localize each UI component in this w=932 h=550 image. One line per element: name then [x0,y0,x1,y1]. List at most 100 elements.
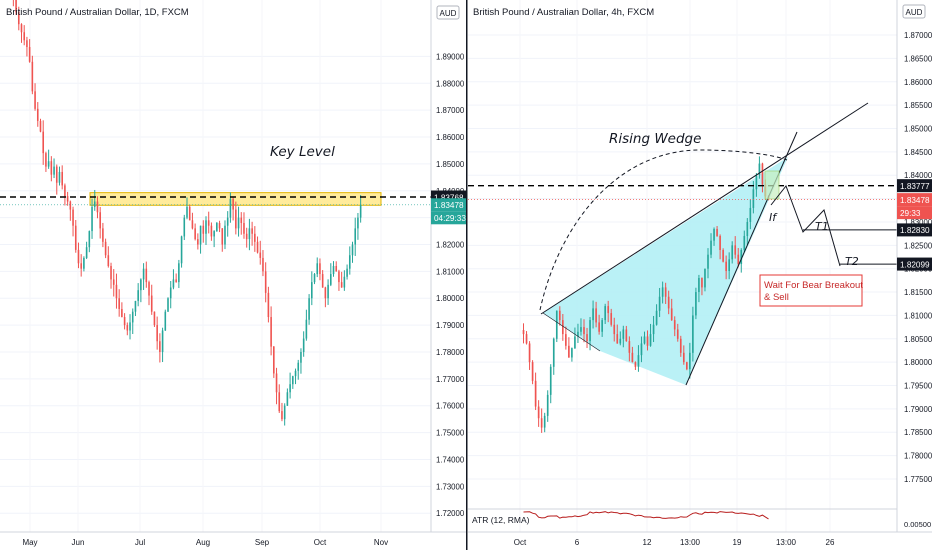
right-y-tick: 1.77500 [904,475,932,484]
right-currency-badge[interactable] [902,4,926,19]
candle-body [148,282,150,296]
candle-body [300,351,302,363]
candle-body [313,274,316,283]
candle-body [292,376,294,385]
candle-body [574,336,576,349]
candle-body [28,47,31,62]
candle-body [99,212,101,229]
price-tag-bg [897,223,932,237]
candle-body [83,257,85,269]
candle-body [676,329,679,339]
price-tag[interactable]: 1.83777 [897,179,932,193]
candle-body [761,163,764,185]
candle-body [689,352,691,370]
candle-body [53,166,55,175]
candle-body [324,287,327,299]
candle-body [118,298,120,309]
left-y-tick: 1.78000 [436,348,465,357]
candle-body [640,343,643,356]
candle-body [649,334,652,346]
candle-body [161,330,164,352]
right-y-tick: 1.82500 [904,241,932,250]
candle-body [39,120,42,132]
candle-body [728,259,731,272]
candle-body [286,392,289,406]
candle-body [123,317,126,326]
candle-body [45,153,47,167]
left-y-tick: 1.82000 [436,241,465,250]
candle-body [58,171,61,183]
candle-body [637,355,640,367]
price-tag[interactable]: 1.82830 [897,223,932,237]
candle-body [525,334,528,344]
candle-body [613,324,616,335]
left-price-axis[interactable] [431,0,467,532]
right-y-tick: 1.79500 [904,382,932,391]
candle-body [622,329,625,339]
candle-body [207,220,210,226]
right-y-tick: 1.85000 [904,125,932,134]
candle-body [601,320,603,332]
price-tag-bg [897,206,932,220]
left-currency-badge[interactable] [436,5,460,20]
candle-body [661,287,664,297]
left-y-tick: 1.76000 [436,402,465,411]
candle-body [15,0,17,13]
candle-body [534,380,537,407]
candle-body [357,217,359,229]
candle-body [682,352,685,363]
candle-body [528,343,531,363]
left-x-tick: Jul [135,538,145,547]
price-tag[interactable]: 04:29:33 [431,211,466,225]
right-price-tags: 1.83777 1.83478 29:33 1.82830 1.82099 [897,179,932,271]
candle-body [80,263,82,269]
candle-body [240,217,243,224]
if-zone [764,170,780,200]
candle-body [218,223,221,229]
t2-label: T2 [845,255,859,268]
candle-body [183,217,186,237]
rising-wedge-label: Rising Wedge [609,131,701,147]
left-y-tick: 1.88000 [436,79,465,88]
candle-body [245,233,248,240]
price-tag[interactable]: 1.83478 [897,193,932,207]
right-y-tick: 1.81500 [904,288,932,297]
right-x-tick: 13:00 [776,538,797,547]
candle-body [294,370,297,377]
candle-body [589,320,591,342]
candle-body [558,310,561,321]
candle-body [343,276,346,288]
left-candles [12,0,362,426]
price-tag-label: 1.83478 [434,201,464,210]
candle-body [698,278,700,293]
candle-body [546,394,549,416]
candle-body [734,245,737,255]
candle-body [716,228,718,236]
candle-body [346,268,348,277]
callout-box[interactable]: Wait For Bear Breakout & Sell [759,274,863,307]
price-tag[interactable]: 1.83478 [431,198,466,212]
candle-body [351,244,354,256]
candle-body [755,175,758,190]
price-tag-bg [897,193,932,207]
price-tag-label: 29:33 [900,209,921,218]
right-x-tick: Oct [514,538,527,547]
left-x-tick: Aug [196,538,210,547]
candle-body [251,228,253,234]
left-y-tick: 1.77000 [436,375,465,384]
price-tag[interactable]: 29:33 [897,206,932,220]
candle-body [248,228,251,240]
candle-body [88,231,91,248]
candle-body [731,245,734,260]
candle-body [354,228,357,245]
candle-body [112,279,115,285]
atr-label: ATR (12, RMA) [472,515,530,525]
candle-body [216,223,218,232]
candle-body [580,327,582,332]
candle-body [153,311,156,326]
candle-body [746,221,749,236]
candle-body [267,292,270,318]
price-tag[interactable]: 1.82099 [897,257,932,271]
candle-body [667,296,670,309]
